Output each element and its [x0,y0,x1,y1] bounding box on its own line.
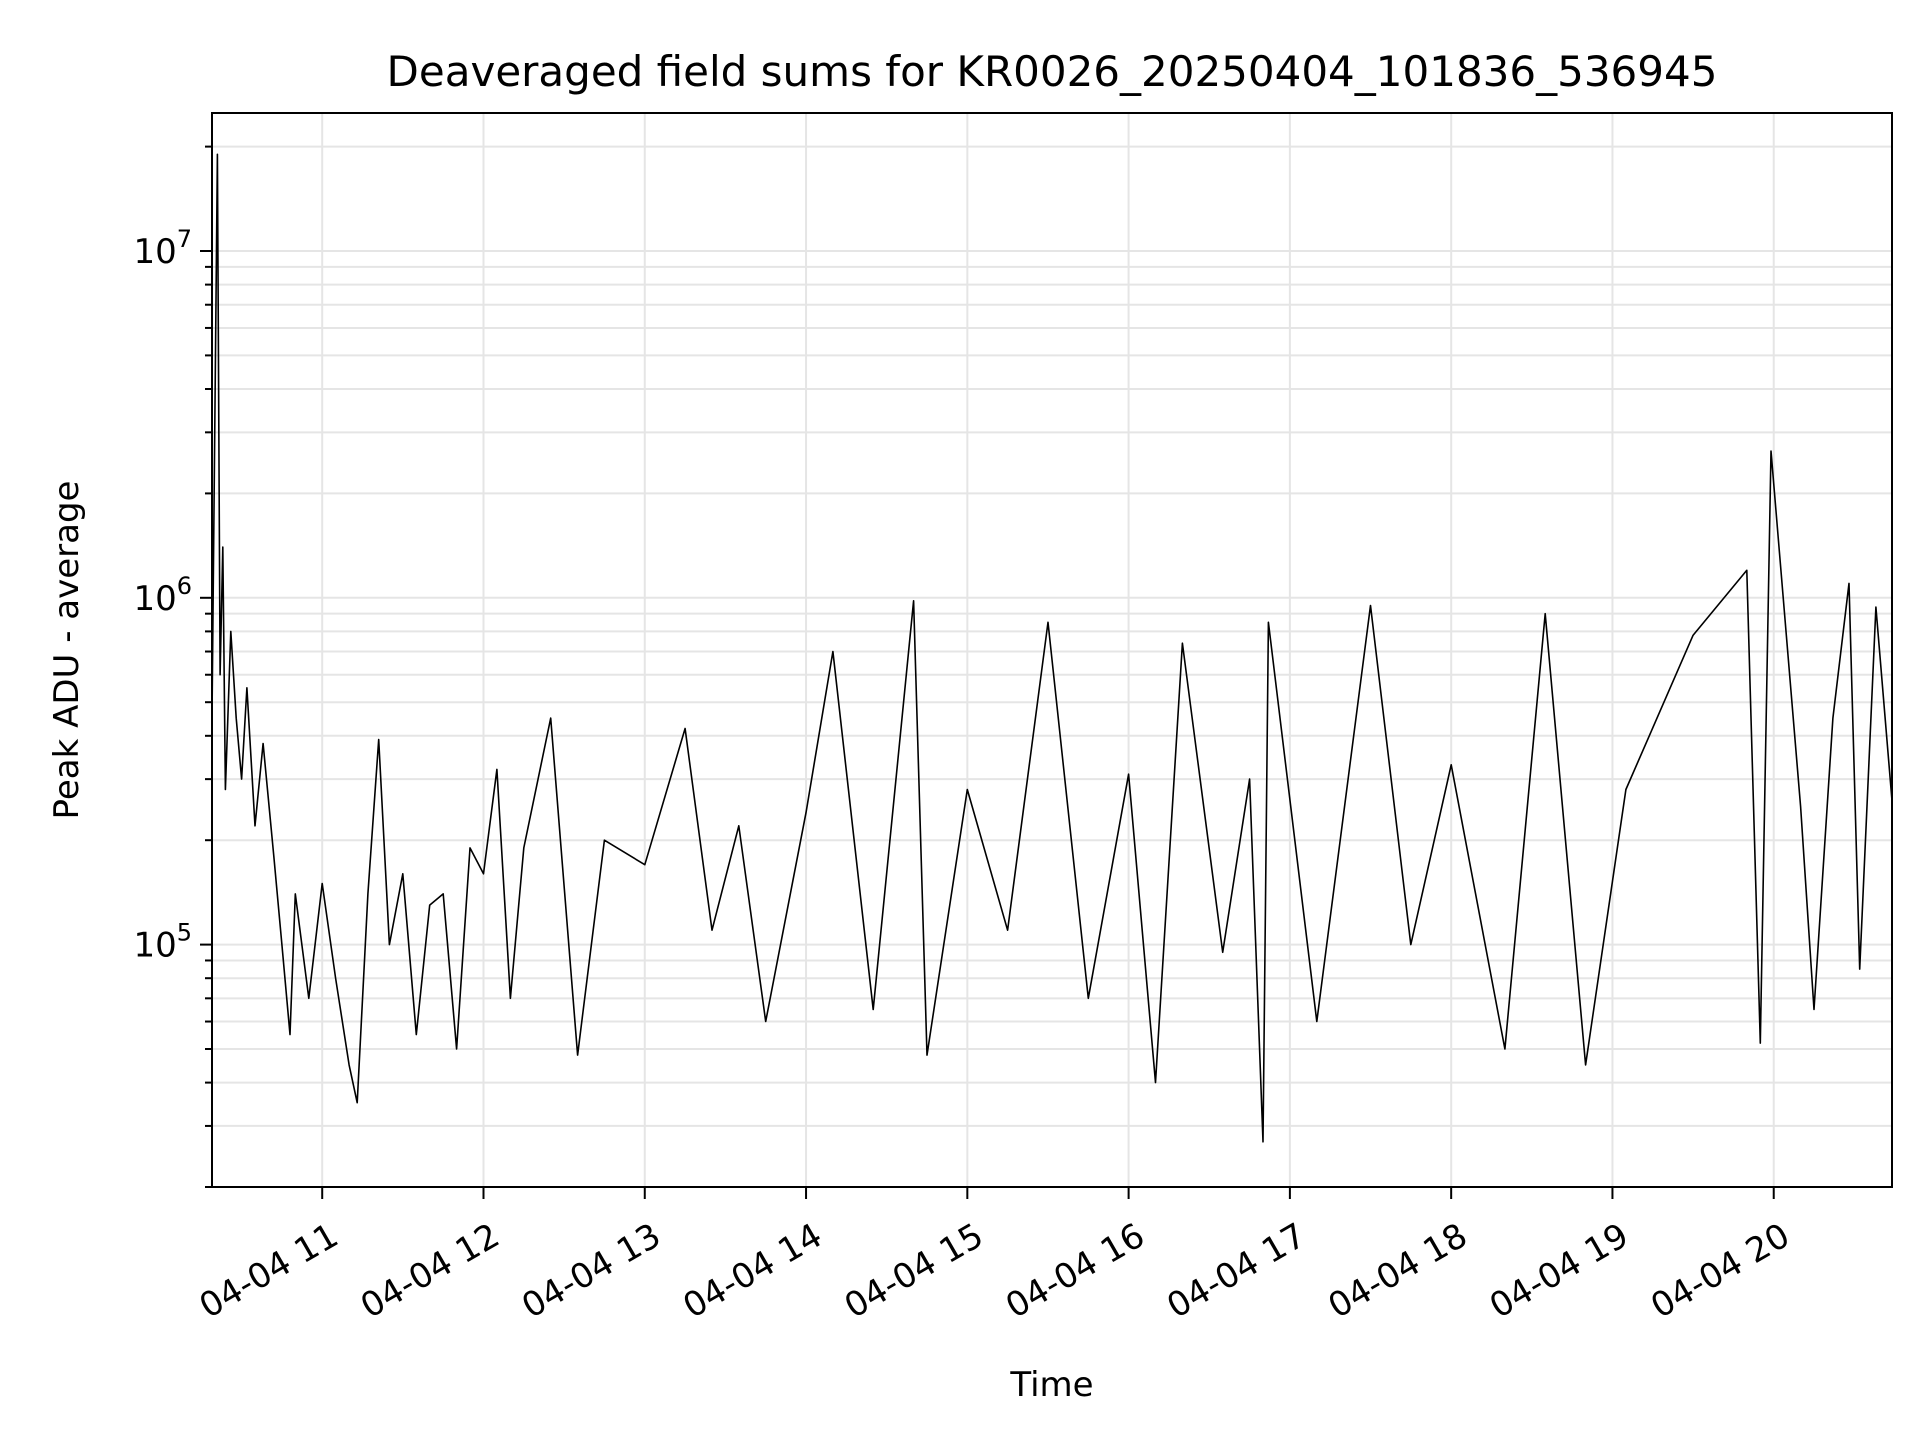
x-tick-label: 04-04 20 [1644,1216,1796,1327]
y-axis: 105 106 107 [133,145,212,1188]
series-line [211,153,1893,1143]
x-tick-label: 04-04 17 [1160,1216,1312,1327]
y-tick-label: 107 [133,225,192,272]
x-axis-title: Time [1009,1365,1093,1405]
y-tick-label: 105 [133,919,192,966]
x-tick-label: 04-04 11 [193,1216,345,1327]
chart-title: Deaveraged field sums for KR0026_2025040… [387,47,1718,96]
x-tick-label: 04-04 15 [838,1216,990,1327]
y-tick-label: 106 [133,572,192,619]
plot-area [211,153,1893,1143]
grid [212,113,1892,1188]
x-tick-label: 04-04 13 [515,1216,667,1327]
x-tick-label: 04-04 14 [677,1216,829,1327]
x-axis: 04-04 11 04-04 12 04-04 13 04-04 14 04-04 15… [193,1187,1797,1327]
x-tick-label: 04-04 18 [1322,1216,1474,1327]
y-axis-title: Peak ADU - average [47,481,87,820]
plot-frame [211,112,1893,1188]
x-tick-label: 04-04 19 [1483,1216,1635,1327]
x-tick-label: 04-04 16 [999,1216,1151,1327]
x-tick-label: 04-04 12 [354,1216,506,1327]
